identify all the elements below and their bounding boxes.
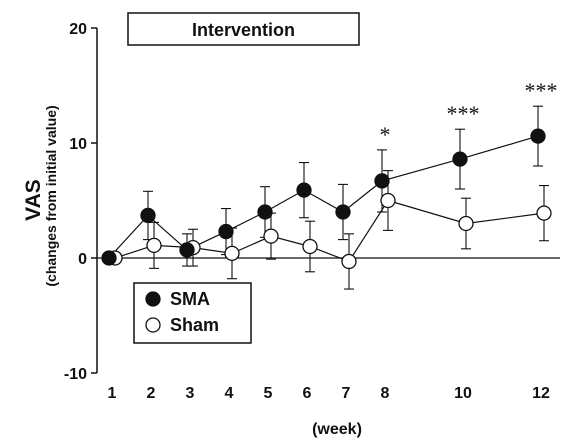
point-sma-4 [257,204,273,220]
x-axis-label: (week) [312,421,362,438]
point-sham-7 [380,192,396,209]
x-tick-label-1: 2 [147,385,156,402]
x-tick-label-6: 7 [342,385,351,402]
legend-marker-sma [145,291,161,307]
point-sma-2 [179,242,195,258]
point-sma-5 [296,182,312,198]
x-tick-label-4: 5 [264,385,273,402]
point-sham-3 [224,245,240,262]
intervention-label: Intervention [192,20,295,40]
intervention-band: Intervention [127,12,360,46]
point-sma-1 [140,207,156,224]
legend: SMA Sham [133,282,252,344]
legend-label-sma: SMA [170,289,210,309]
y-tick-label-2: 10 [69,136,87,153]
significance-mark-1: *** [447,101,480,126]
y-tick-label-0: -10 [64,366,87,383]
legend-marker-sham [145,317,161,333]
x-tick-label-2: 3 [186,385,195,402]
point-sma-8 [452,151,468,167]
series-line-1 [114,199,545,263]
x-tick-label-0: 1 [108,385,117,402]
significance-annotations: ******* [380,78,558,147]
y-tick-label-1: 0 [78,251,87,268]
point-sma-7 [374,173,390,189]
series-line-0 [108,135,539,259]
point-sham-8 [458,215,474,232]
intervention-box [127,12,360,46]
x-tick-label-7: 8 [381,385,390,402]
point-sham-1 [146,237,162,254]
point-sham-5 [302,238,318,255]
point-sham-9 [536,205,552,221]
significance-mark-2: *** [525,78,558,103]
point-sma-0 [101,250,117,266]
x-tick-label-9: 12 [532,385,550,402]
point-sham-6 [341,253,357,270]
legend-label-sham: Sham [170,315,219,335]
x-tick-label-5: 6 [303,385,312,402]
point-sma-9 [530,128,546,144]
point-sham-4 [263,228,279,244]
y-tick-label-3: 20 [69,21,87,38]
point-sma-3 [218,223,234,240]
y-axis-label: VAS [22,179,45,221]
x-tick-label-8: 10 [454,385,472,402]
x-tick-label-3: 4 [225,385,234,402]
series-layer [101,105,552,290]
significance-mark-0: * [380,122,391,147]
point-sma-6 [335,204,351,220]
y-axis-sublabel: (changes from initial value) [43,105,59,286]
